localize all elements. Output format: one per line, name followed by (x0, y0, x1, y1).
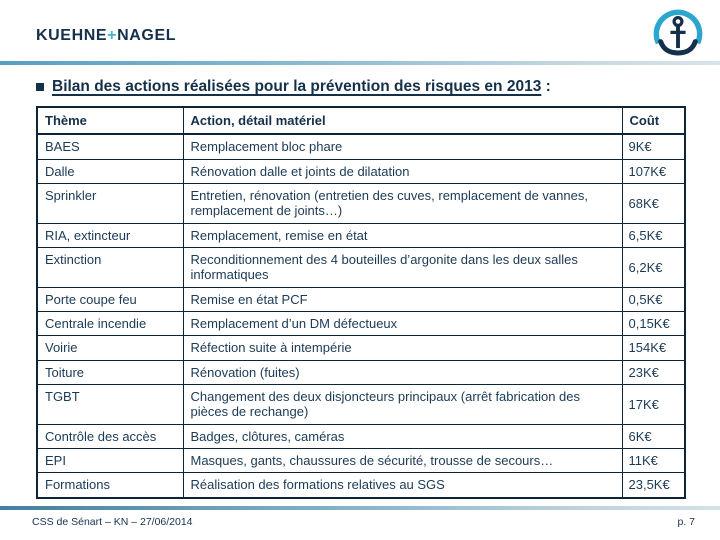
table-row: Centrale incendie Remplacement d’un DM d… (36, 310, 686, 337)
table-cell-theme: Formations (36, 472, 184, 499)
table-cell-cost: 0,5K€ (621, 286, 686, 312)
anchor-logo-icon (653, 9, 703, 56)
table-cell-action: Masques, gants, chaussures de sécurité, … (182, 447, 623, 474)
footer-reference: CSS de Sénart – KN – 27/06/2014 (32, 516, 193, 528)
risk-actions-table: Thème Action, détail matériel Coût BAES … (36, 106, 686, 499)
page-title: Bilan des actions réalisées pour la prév… (52, 78, 542, 95)
table-row: Porte coupe feu Remise en état PCF 0,5K€ (36, 286, 686, 312)
square-bullet-icon (36, 83, 44, 91)
table-cell-cost: 6K€ (621, 423, 686, 449)
table-row: Dalle Rénovation dalle et joints de dila… (36, 158, 686, 184)
table-cell-action: Remplacement, remise en état (182, 222, 623, 248)
table-cell-action: Réalisation des formations relatives au … (182, 472, 623, 499)
column-header-action: Action, détail matériel (182, 106, 623, 136)
table-cell-cost: 23,5K€ (621, 472, 686, 499)
table-cell-cost: 6,2K€ (621, 246, 686, 288)
table-cell-theme: EPI (36, 447, 184, 474)
table-cell-cost: 6,5K€ (621, 222, 686, 248)
wordmark-plus: + (107, 27, 118, 44)
page-title-suffix: : (541, 78, 551, 95)
table-cell-theme: RIA, extincteur (36, 222, 184, 248)
column-header-theme: Thème (36, 106, 184, 136)
table-row: Sprinkler Entretien, rénovation (entreti… (36, 182, 686, 224)
table-cell-theme: TGBT (36, 383, 184, 425)
table-cell-cost: 68K€ (621, 182, 686, 224)
table-row: TGBT Changement des deux disjoncteurs pr… (36, 383, 686, 425)
table-cell-cost: 154K€ (621, 335, 686, 361)
table-cell-action: Badges, clôtures, caméras (182, 423, 623, 449)
table-row: EPI Masques, gants, chaussures de sécuri… (36, 447, 686, 474)
table-cell-action: Remise en état PCF (182, 286, 623, 312)
table-cell-action: Entretien, rénovation (entretien des cuv… (182, 182, 623, 224)
table-cell-action: Réfection suite à intempérie (182, 335, 623, 361)
kuehne-nagel-wordmark: KUEHNE+NAGEL (36, 27, 176, 45)
table-cell-theme: Sprinkler (36, 182, 184, 224)
column-header-cost: Coût (621, 106, 686, 136)
table-cell-cost: 23K€ (621, 359, 686, 385)
table-cell-cost: 17K€ (621, 383, 686, 425)
wordmark-right: NAGEL (117, 27, 177, 44)
table-cell-theme: Toiture (36, 359, 184, 385)
table-cell-action: Remplacement d’un DM défectueux (182, 310, 623, 337)
risk-table-body: BAES Remplacement bloc phare 9K€ Dalle R… (36, 133, 686, 499)
table-header-row: Thème Action, détail matériel Coût (36, 106, 686, 136)
table-cell-theme: Dalle (36, 158, 184, 184)
table-cell-action: Remplacement bloc phare (182, 133, 623, 160)
table-cell-action: Reconditionnement des 4 bouteilles d’arg… (182, 246, 623, 288)
table-cell-theme: Centrale incendie (36, 310, 184, 337)
header-divider (0, 61, 720, 65)
table-cell-cost: 0,15K€ (621, 310, 686, 337)
table-cell-theme: Voirie (36, 335, 184, 361)
wordmark-left: KUEHNE (36, 27, 108, 44)
table-row: RIA, extincteur Remplacement, remise en … (36, 222, 686, 248)
table-cell-theme: BAES (36, 133, 184, 160)
footer-divider (0, 506, 720, 510)
table-cell-action: Changement des deux disjoncteurs princip… (182, 383, 623, 425)
table-cell-cost: 11K€ (621, 447, 686, 474)
table-cell-cost: 107K€ (621, 158, 686, 184)
table-row: Voirie Réfection suite à intempérie 154K… (36, 335, 686, 361)
table-row: BAES Remplacement bloc phare 9K€ (36, 133, 686, 160)
table-row: Contrôle des accès Badges, clôtures, cam… (36, 423, 686, 449)
table-cell-theme: Contrôle des accès (36, 423, 184, 449)
page-number: p. 7 (677, 516, 695, 528)
table-cell-theme: Porte coupe feu (36, 286, 184, 312)
table-row: Toiture Rénovation (fuites) 23K€ (36, 359, 686, 385)
table-row: Extinction Reconditionnement des 4 boute… (36, 246, 686, 288)
table-cell-action: Rénovation (fuites) (182, 359, 623, 385)
table-cell-action: Rénovation dalle et joints de dilatation (182, 158, 623, 184)
slide-title-row: Bilan des actions réalisées pour la prév… (36, 78, 696, 96)
table-cell-theme: Extinction (36, 246, 184, 288)
table-cell-cost: 9K€ (621, 133, 686, 160)
table-row: Formations Réalisation des formations re… (36, 472, 686, 499)
